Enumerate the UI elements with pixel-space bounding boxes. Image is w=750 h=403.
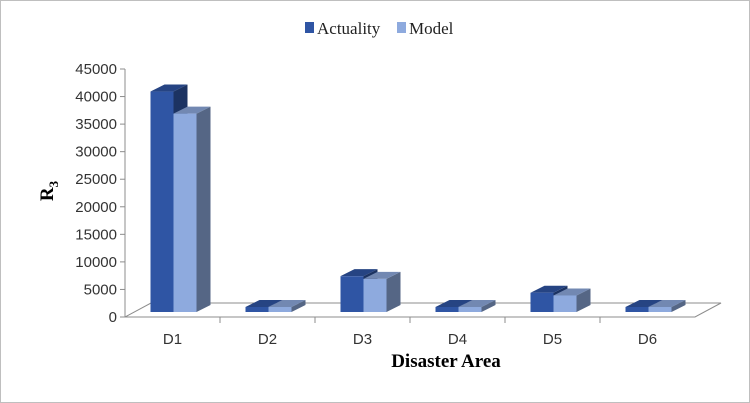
- bar-front-face: [435, 307, 459, 312]
- bar-side-face: [386, 271, 401, 312]
- axes: [120, 68, 695, 323]
- bar-front-face: [268, 307, 292, 312]
- x-tick-label: D3: [353, 331, 372, 348]
- y-tick-label: 25000: [75, 171, 117, 188]
- legend: Actuality Model: [305, 19, 454, 38]
- bar-side-face: [291, 300, 306, 312]
- y-tick-label: 40000: [75, 89, 117, 106]
- bar-front-face: [245, 307, 269, 312]
- y-tick-label: 10000: [75, 254, 117, 271]
- y-tick-label: 30000: [75, 144, 117, 161]
- bar-model-d1: [173, 106, 211, 312]
- bar-front-face: [150, 91, 174, 312]
- y-tick-label: 35000: [75, 116, 117, 133]
- bars: [150, 84, 686, 312]
- bar-top-face: [268, 300, 306, 307]
- bar-model-d4: [458, 300, 496, 312]
- bar-top-face: [553, 288, 591, 296]
- bar-front-face: [173, 113, 197, 312]
- legend-swatch-actuality: [305, 22, 314, 33]
- y-axis-title-subscript: 3: [46, 180, 61, 187]
- bar-top-face: [458, 300, 496, 307]
- bar-side-face: [671, 300, 686, 312]
- bar-top-face: [435, 300, 473, 307]
- y-axis-title: R3: [37, 180, 61, 201]
- bar-front-face: [625, 307, 649, 312]
- y-tick-label: 0: [109, 309, 117, 326]
- bar-top-face: [245, 300, 283, 307]
- x-tick-labels: D1 D2 D3 D4 D5 D6: [163, 331, 657, 348]
- x-tick-label: D1: [163, 331, 182, 348]
- bar-side-face: [481, 300, 496, 312]
- bar-model-d2: [268, 300, 306, 312]
- bar-top-face: [625, 300, 663, 307]
- bar-top-face: [530, 285, 568, 293]
- bar-front-face: [458, 307, 482, 312]
- y-tick-label: 15000: [75, 226, 117, 243]
- bar-top-face: [173, 106, 211, 114]
- bar-side-face: [196, 106, 211, 312]
- bar-model-d6: [648, 300, 686, 312]
- bar-top-face: [340, 269, 378, 277]
- y-axis-title-main: R: [37, 187, 58, 201]
- y-tick-labels: 0 5000 10000 15000 20000 25000 30000 35000 40000…: [75, 61, 117, 326]
- y-tick-label: 20000: [75, 199, 117, 216]
- x-tick-label: D4: [448, 331, 467, 348]
- bar-front-face: [340, 276, 364, 312]
- y-tick-label: 45000: [75, 61, 117, 78]
- bar-front-face: [363, 278, 387, 312]
- legend-label-model: Model: [409, 19, 454, 38]
- bar-side-face: [576, 288, 591, 312]
- x-tick-label: D6: [638, 331, 657, 348]
- bar-top-face: [648, 300, 686, 307]
- x-tick-label: D5: [543, 331, 562, 348]
- legend-label-actuality: Actuality: [317, 19, 381, 38]
- bar-front-face: [648, 307, 672, 312]
- bar-front-face: [530, 292, 554, 312]
- bar-top-face: [150, 84, 188, 92]
- bar-top-face: [363, 271, 401, 279]
- legend-swatch-model: [397, 22, 406, 33]
- y-tick-label: 5000: [84, 281, 117, 298]
- x-axis-title: Disaster Area: [391, 351, 501, 372]
- bar-model-d5: [553, 288, 591, 312]
- x-tick-label: D2: [258, 331, 277, 348]
- bar-front-face: [553, 295, 577, 312]
- bar-model-d3: [363, 271, 401, 312]
